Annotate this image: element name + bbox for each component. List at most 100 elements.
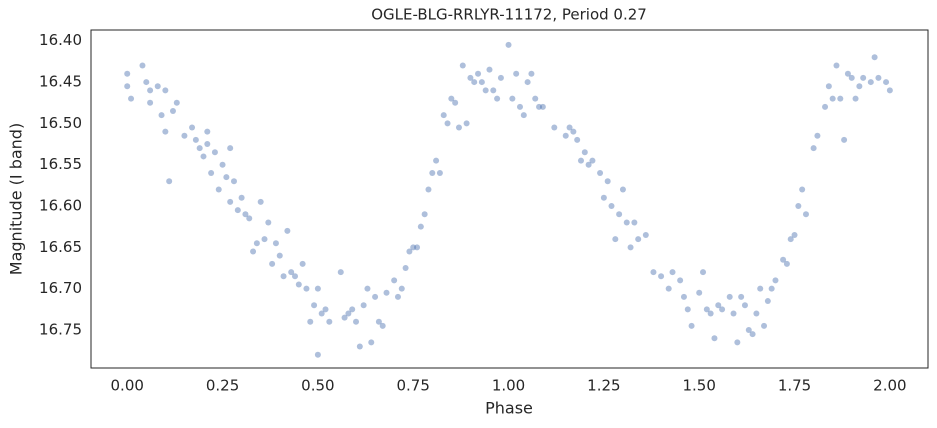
data-point [635, 236, 642, 243]
data-point [124, 70, 131, 77]
data-point [326, 318, 333, 325]
data-point [455, 124, 462, 131]
x-tick-label: 0.75 [397, 377, 430, 395]
data-point [791, 231, 798, 238]
data-point [425, 186, 432, 193]
data-point [768, 285, 775, 292]
data-point [494, 95, 501, 102]
data-point [623, 219, 630, 226]
data-point [799, 186, 806, 193]
data-point [261, 236, 268, 243]
data-point [749, 331, 756, 338]
data-point [822, 103, 829, 110]
data-point [284, 227, 291, 234]
data-point [802, 211, 809, 218]
data-point [810, 145, 817, 152]
data-point [307, 318, 314, 325]
data-point [761, 322, 768, 329]
data-point [852, 95, 859, 102]
data-point [234, 207, 241, 214]
data-point [700, 269, 707, 276]
data-point [581, 149, 588, 156]
data-point [764, 298, 771, 305]
data-point [433, 157, 440, 164]
data-point [379, 322, 386, 329]
data-point [745, 326, 752, 333]
data-point [837, 95, 844, 102]
data-point [772, 277, 779, 284]
y-tick-label: 16.40 [39, 31, 82, 49]
data-point [124, 83, 131, 90]
data-point [707, 310, 714, 317]
data-point [734, 339, 741, 346]
data-point [532, 95, 539, 102]
y-tick-label: 16.70 [39, 279, 82, 297]
data-point [417, 223, 424, 230]
data-point [841, 136, 848, 143]
data-point [814, 132, 821, 139]
data-point [143, 79, 150, 86]
data-point [536, 103, 543, 110]
data-point [147, 87, 154, 94]
data-point [394, 293, 401, 300]
x-tick-label: 1.25 [587, 377, 620, 395]
data-point [528, 70, 535, 77]
data-point [162, 128, 169, 135]
data-point [368, 339, 375, 346]
data-point [516, 103, 523, 110]
data-point [364, 285, 371, 292]
data-point [730, 310, 737, 317]
x-tick-label: 0.50 [301, 377, 334, 395]
data-point [288, 269, 295, 276]
data-point [825, 83, 832, 90]
data-point [169, 107, 176, 114]
data-point [375, 318, 382, 325]
data-point [520, 112, 527, 119]
data-point [391, 277, 398, 284]
data-point [703, 306, 710, 313]
data-point [166, 178, 173, 185]
y-tick-label: 16.60 [39, 197, 82, 215]
data-point [871, 54, 878, 61]
data-point [181, 132, 188, 139]
data-point [482, 87, 489, 94]
data-point [524, 79, 531, 86]
data-point [497, 74, 504, 81]
data-point [162, 87, 169, 94]
data-point [406, 248, 413, 255]
x-tick-label: 1.50 [683, 377, 716, 395]
data-point [513, 70, 520, 77]
data-point [684, 306, 691, 313]
data-point [345, 310, 352, 317]
data-point [833, 62, 840, 69]
x-axis-label: Phase [485, 399, 533, 418]
data-point [208, 169, 215, 176]
data-point [719, 306, 726, 313]
data-point [856, 83, 863, 90]
data-point [486, 66, 493, 73]
y-tick-label: 16.65 [39, 238, 82, 256]
data-point [402, 265, 409, 272]
data-point [844, 70, 851, 77]
data-point [253, 240, 260, 247]
data-point [314, 351, 321, 358]
data-point [741, 302, 748, 309]
data-point [196, 145, 203, 152]
data-point [353, 318, 360, 325]
data-point [738, 293, 745, 300]
data-point [349, 306, 356, 313]
x-tick-label: 0.25 [206, 377, 239, 395]
data-point [551, 124, 558, 131]
data-point [505, 41, 512, 48]
data-point [192, 136, 199, 143]
data-point [631, 219, 638, 226]
data-point [604, 178, 611, 185]
data-point [356, 343, 363, 350]
data-point [650, 269, 657, 276]
data-point [616, 211, 623, 218]
data-point [795, 203, 802, 210]
data-point [589, 157, 596, 164]
y-tick-label: 16.75 [39, 320, 82, 338]
data-point [295, 281, 302, 288]
data-point [337, 269, 344, 276]
